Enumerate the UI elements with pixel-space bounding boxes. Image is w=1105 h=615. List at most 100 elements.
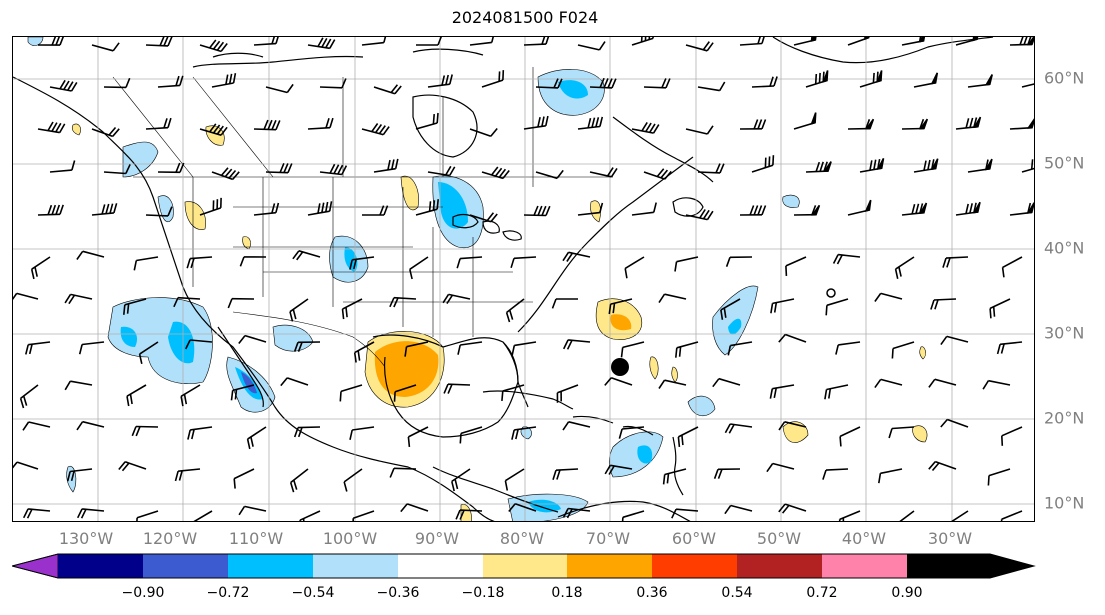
wind-barb <box>415 199 439 216</box>
lon-label-130w: 130°W <box>58 529 114 548</box>
wind-barb <box>361 123 390 136</box>
wind-barb <box>874 378 903 389</box>
wind-barb <box>825 298 849 316</box>
wind-barb <box>501 384 525 401</box>
wind-barb <box>1009 202 1034 216</box>
wind-barb <box>227 297 255 309</box>
negative-anomaly-light <box>27 37 800 521</box>
wind-barb <box>824 384 849 400</box>
wind-barb <box>409 256 429 280</box>
colorbar-segment-6 <box>483 554 567 578</box>
wind-barb <box>727 341 753 356</box>
storm-center-marker <box>611 358 629 376</box>
wind-barb <box>289 298 309 322</box>
wind-barb <box>1001 426 1023 446</box>
wind-barb <box>589 167 618 178</box>
wind-barb <box>725 256 753 267</box>
wind-barb <box>793 204 821 216</box>
wind-barb <box>523 115 549 130</box>
wind-barb <box>404 341 429 357</box>
wind-barb <box>389 467 417 478</box>
lon-label-30w: 30°W <box>927 529 973 548</box>
wind-barb <box>416 37 442 46</box>
wind-barb <box>913 72 939 88</box>
wind-barb <box>955 201 981 216</box>
wind-barb <box>49 160 76 173</box>
wind-barb <box>901 118 929 130</box>
wind-barb <box>131 425 159 437</box>
wind-barb <box>697 81 726 92</box>
wind-barb <box>618 426 645 439</box>
wind-barb <box>577 41 606 51</box>
wind-barb <box>457 341 483 355</box>
wind-barb <box>847 37 870 46</box>
colorbar-segment-2 <box>143 554 228 578</box>
wind-barb <box>724 423 753 434</box>
wind-barb <box>967 158 993 173</box>
wind-barb <box>677 426 699 447</box>
wind-barb <box>455 509 483 520</box>
wind-barb <box>157 162 185 174</box>
lon-label-90w: 90°W <box>414 529 460 548</box>
wind-barb <box>19 384 39 409</box>
wind-barb <box>91 203 118 216</box>
colorbar-segment-1 <box>58 554 143 578</box>
wind-barb <box>22 421 51 431</box>
wind-barb <box>878 468 903 484</box>
wind-barb <box>839 426 861 447</box>
wind-barb <box>25 341 51 355</box>
wind-barb <box>145 206 173 217</box>
wind-barb <box>643 78 671 89</box>
wind-barb <box>608 298 633 315</box>
map-canvas <box>13 37 1034 521</box>
wind-barb <box>66 468 93 482</box>
wind-barb <box>658 379 687 389</box>
wind-barb <box>1009 118 1034 130</box>
wind-barb <box>265 162 293 174</box>
wind-barb <box>339 384 363 402</box>
wind-barb <box>118 461 147 472</box>
colorbar-tick-label: −0.72 <box>206 585 250 601</box>
wind-barb <box>832 253 861 265</box>
wind-barb <box>145 117 172 130</box>
wind-barb <box>859 158 885 173</box>
colorbar-segment-4 <box>313 554 398 578</box>
map-panel <box>12 36 1035 522</box>
wind-barb <box>184 339 213 350</box>
wind-barb <box>91 126 120 138</box>
wind-barb <box>211 73 237 88</box>
wind-barb <box>289 468 309 493</box>
wind-barb <box>928 378 957 388</box>
colorbar-tick-label: −0.36 <box>376 585 420 601</box>
colorbar-tick-label: 0.72 <box>806 585 838 601</box>
wind-barb <box>469 212 498 223</box>
wind-barb <box>562 339 591 350</box>
wind-barb <box>739 205 767 216</box>
wind-barb <box>469 37 494 46</box>
wind-barb <box>362 205 389 216</box>
wind-barb <box>199 197 222 216</box>
wind-barb <box>685 209 714 221</box>
wind-barb <box>199 123 228 136</box>
wind-barb <box>658 293 687 304</box>
wind-barb <box>697 163 725 174</box>
lon-label-80w: 80°W <box>499 529 545 548</box>
wind-barb <box>685 125 714 135</box>
wind-barb <box>556 384 579 403</box>
wind-barb <box>523 205 551 217</box>
wind-barb <box>967 74 993 88</box>
wind-barb <box>982 379 1011 390</box>
wind-barb <box>631 37 654 46</box>
wind-barb <box>508 503 537 513</box>
wind-barb <box>407 426 429 447</box>
wind-barb <box>987 468 1011 486</box>
lat-label-60n: 60°N <box>1044 68 1085 88</box>
wind-barb <box>280 377 309 387</box>
wind-barb <box>859 70 883 88</box>
wind-barb <box>233 468 255 489</box>
wind-barb <box>928 460 957 472</box>
wind-barb <box>562 421 591 431</box>
wind-barb <box>793 112 817 130</box>
wind-barb <box>805 70 829 88</box>
wind-barb <box>292 250 321 261</box>
